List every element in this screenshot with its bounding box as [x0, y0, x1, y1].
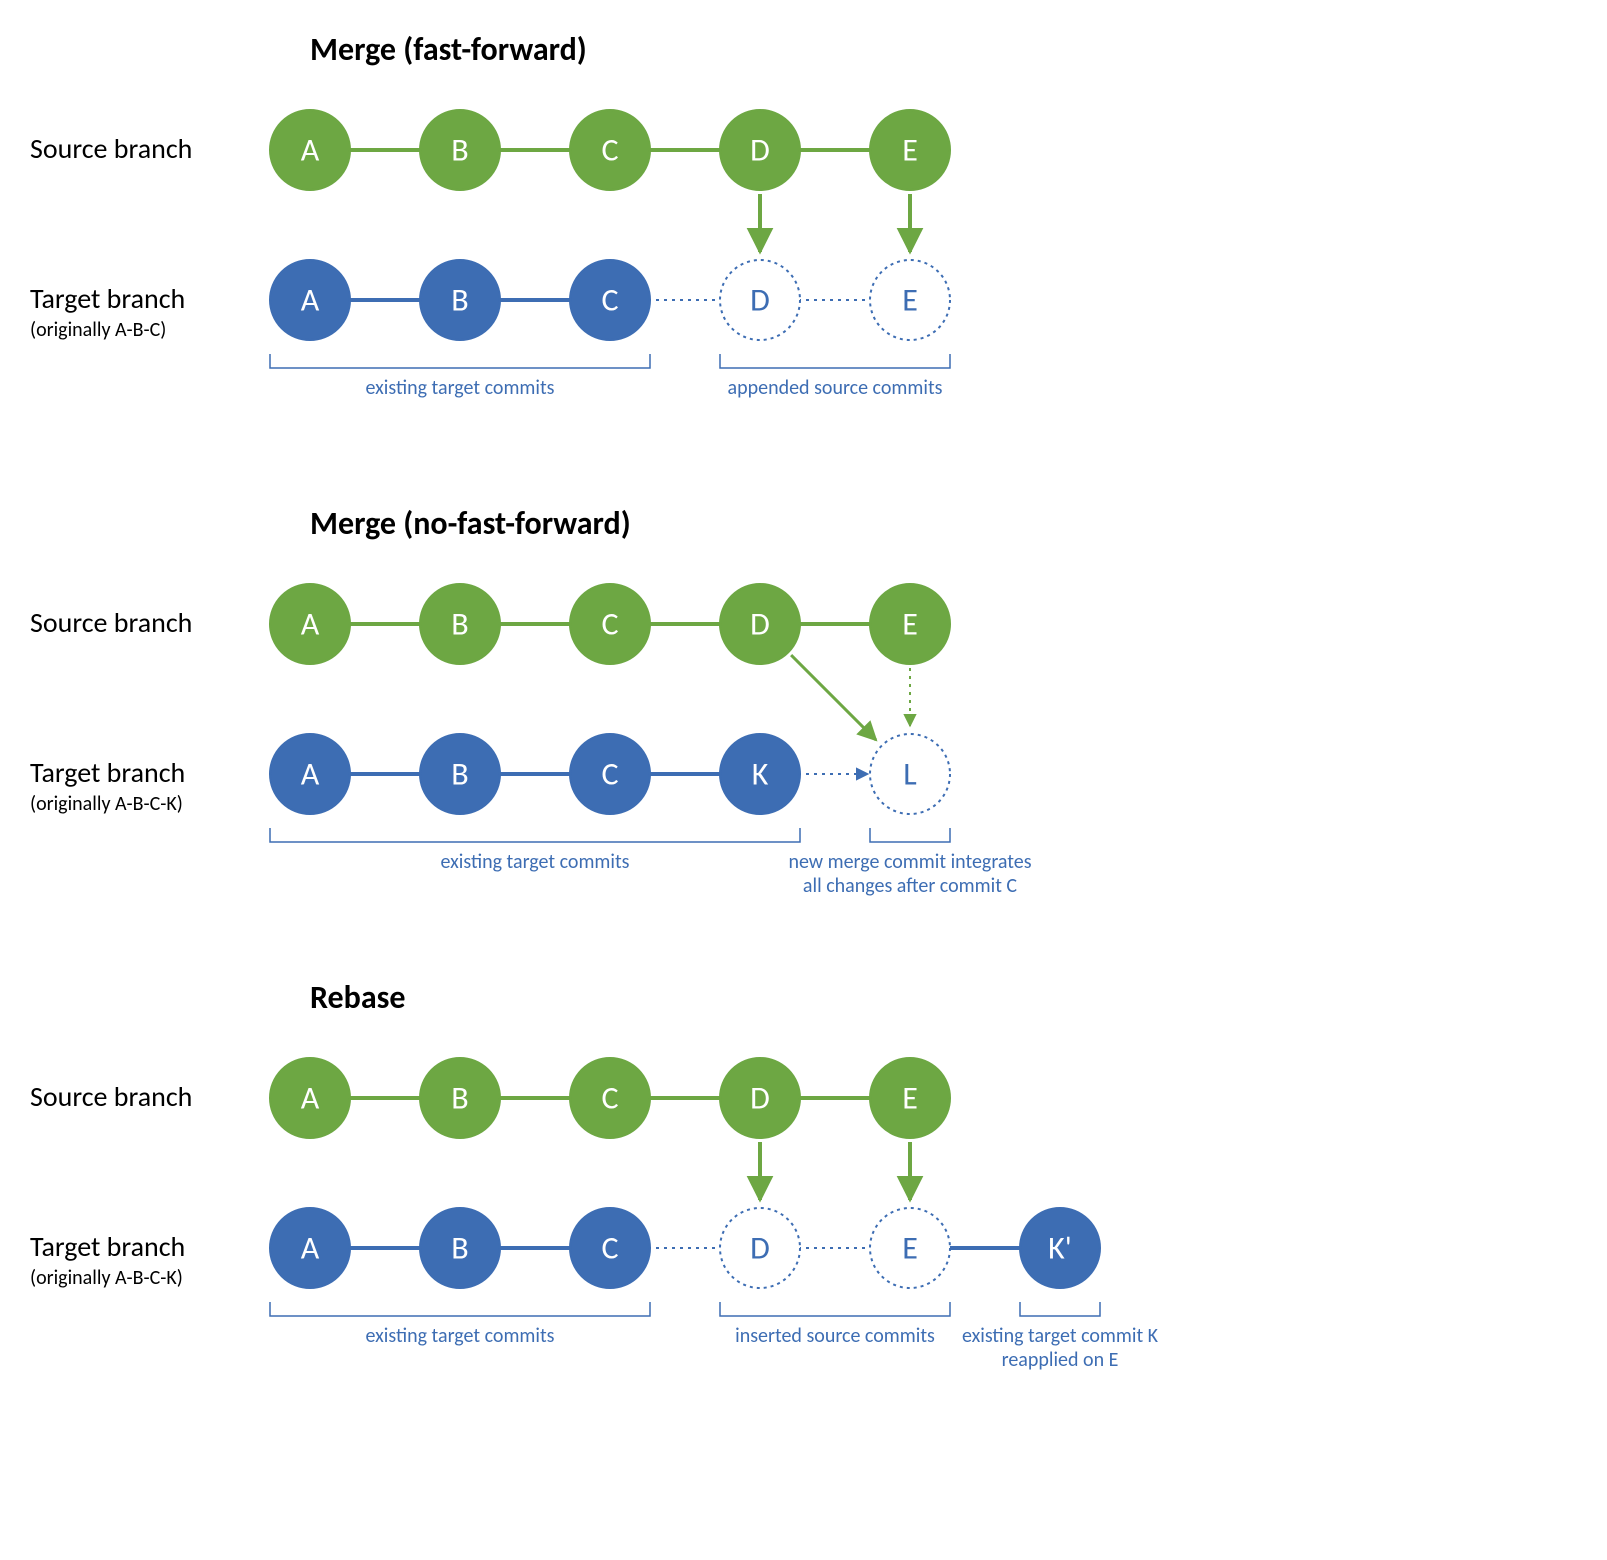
- commit-label: D: [750, 1079, 770, 1118]
- commit-label: B: [451, 281, 468, 320]
- brace-caption: inserted source commits: [735, 1324, 935, 1348]
- commit-label: E: [902, 1229, 918, 1268]
- brace-caption: existing target commits: [365, 1324, 554, 1348]
- rebase-title: Rebase: [310, 978, 406, 1017]
- commit-label: A: [301, 131, 320, 170]
- commit-label: K: [752, 755, 769, 794]
- brace-caption: existing target commits: [365, 376, 554, 400]
- commit-label: D: [750, 1229, 770, 1268]
- merge-noff-title: Merge (no-fast-forward): [310, 504, 631, 543]
- commit-label: K': [1048, 1229, 1072, 1268]
- commit-label: A: [301, 755, 320, 794]
- commit-label: B: [451, 131, 468, 170]
- commit-label: A: [301, 1079, 320, 1118]
- row-label: Source branch: [30, 605, 192, 640]
- brace-caption: reapplied on E: [1002, 1348, 1119, 1372]
- commit-label: E: [902, 605, 918, 644]
- commit-label: E: [902, 131, 918, 170]
- commit-label: A: [301, 1229, 320, 1268]
- row-label: Target branch: [30, 281, 185, 316]
- brace: [270, 354, 650, 368]
- commit-label: A: [301, 281, 320, 320]
- brace: [720, 1302, 950, 1316]
- brace: [870, 828, 950, 842]
- row-sublabel: (originally A-B-C-K): [30, 1266, 183, 1290]
- merge-ff-title: Merge (fast-forward): [310, 30, 587, 69]
- brace: [1020, 1302, 1100, 1316]
- commit-label: C: [601, 281, 618, 320]
- brace: [270, 828, 800, 842]
- merge-arrow: [791, 655, 876, 740]
- brace-caption: existing target commit K: [962, 1324, 1159, 1348]
- row-label: Target branch: [30, 755, 185, 790]
- commit-label: D: [750, 281, 770, 320]
- row-label: Target branch: [30, 1229, 185, 1264]
- commit-label: L: [903, 755, 916, 794]
- commit-label: C: [601, 605, 618, 644]
- commit-label: B: [451, 755, 468, 794]
- row-sublabel: (originally A-B-C): [30, 318, 166, 342]
- brace-caption: appended source commits: [728, 376, 943, 400]
- brace-caption: all changes after commit C: [803, 874, 1017, 898]
- commit-label: C: [601, 1079, 618, 1118]
- commit-label: B: [451, 605, 468, 644]
- git-merge-rebase-diagram: Merge (fast-forward) Source branch A B C D E Ta…: [0, 0, 1607, 1560]
- commit-label: D: [750, 131, 770, 170]
- brace-caption: existing target commits: [440, 850, 629, 874]
- brace: [270, 1302, 650, 1316]
- commit-label: C: [601, 755, 618, 794]
- commit-label: B: [451, 1079, 468, 1118]
- commit-label: C: [601, 1229, 618, 1268]
- commit-label: A: [301, 605, 320, 644]
- commit-label: B: [451, 1229, 468, 1268]
- commit-label: D: [750, 605, 770, 644]
- row-label: Source branch: [30, 1079, 192, 1114]
- commit-label: C: [601, 131, 618, 170]
- commit-label: E: [902, 1079, 918, 1118]
- brace: [720, 354, 950, 368]
- row-sublabel: (originally A-B-C-K): [30, 792, 183, 816]
- row-label: Source branch: [30, 131, 192, 166]
- brace-caption: new merge commit integrates: [788, 850, 1031, 874]
- commit-label: E: [902, 281, 918, 320]
